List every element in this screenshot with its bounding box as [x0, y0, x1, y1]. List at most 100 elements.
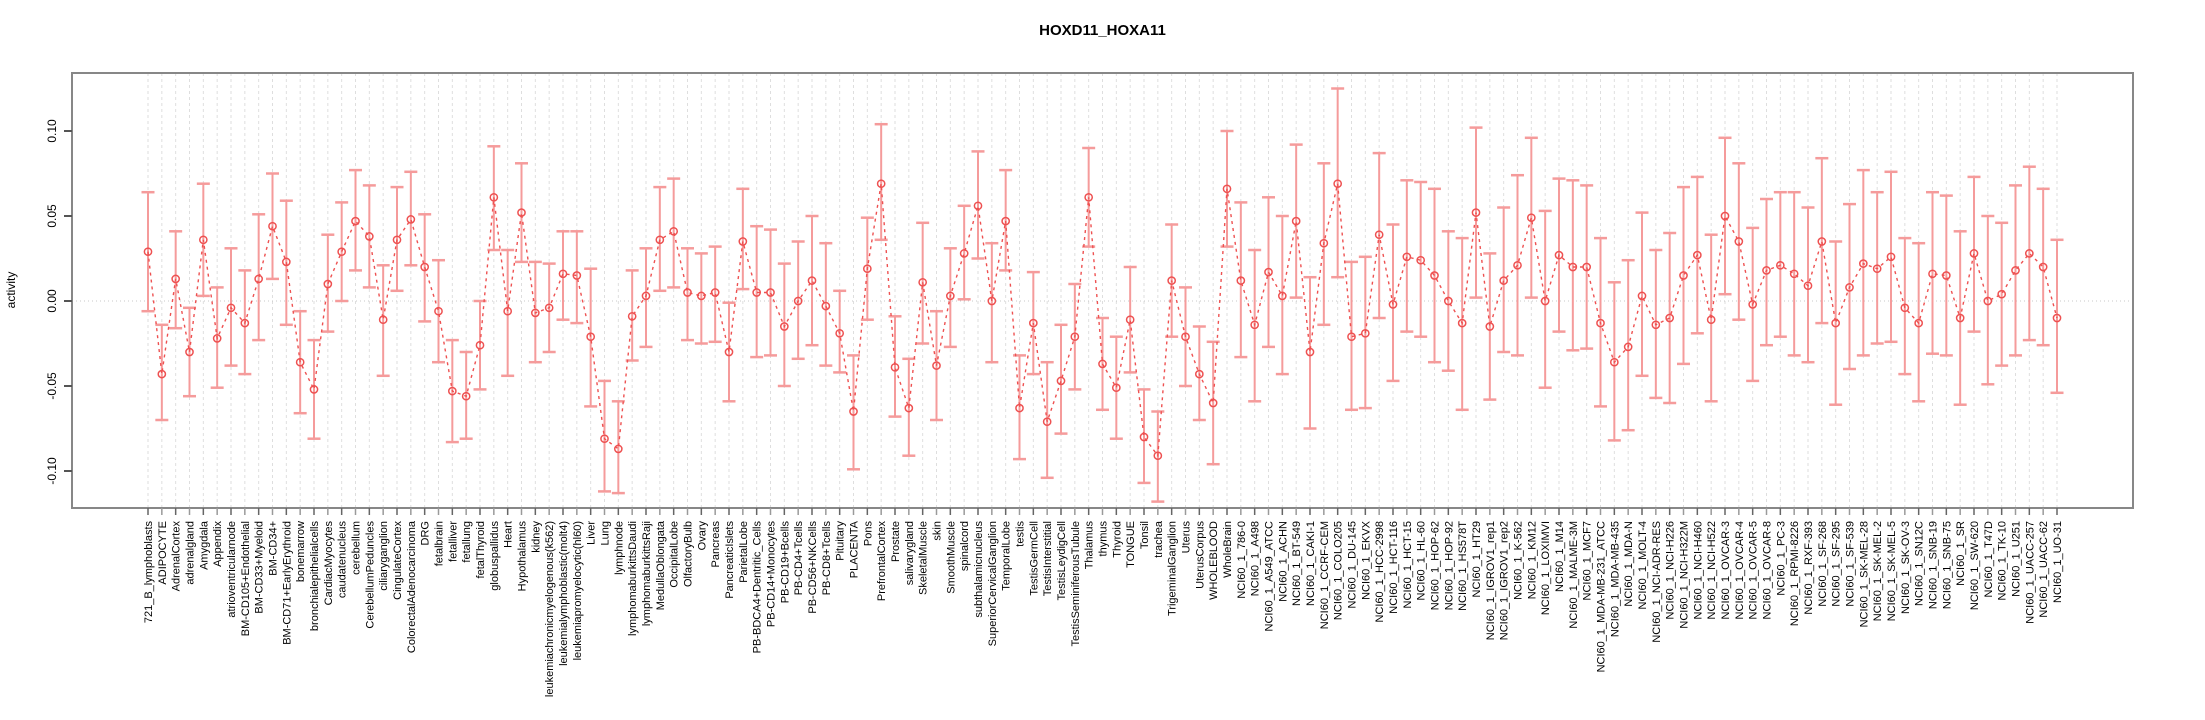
data-point	[1471, 208, 1481, 217]
x-tick-label: NCI60_1_RXF-393	[1803, 521, 1815, 615]
data-point	[849, 407, 858, 416]
x-tick-label: TONGUE	[1125, 521, 1137, 568]
x-tick-label: WholeBrain	[1222, 521, 1234, 578]
data-point	[613, 444, 623, 454]
data-point	[973, 201, 983, 211]
x-tick-label: NCI60_1_NCI-H460	[1692, 521, 1704, 619]
x-tick-label: NCI60_1_OVCAR-5	[1748, 521, 1760, 619]
x-tick-label: NCI60_1_MDA-MB-435	[1609, 521, 1621, 637]
x-tick-label: NCI60_1_SR	[1955, 521, 1967, 586]
x-tick-label: NCI60_1_SK-MEL-5	[1886, 521, 1898, 621]
x-tick-label: PB-CD14+Monocytes	[766, 521, 778, 628]
data-point	[1969, 249, 1979, 258]
data-point	[1291, 216, 1301, 226]
data-point	[641, 291, 651, 301]
x-tick-label: NCI60_1_HCT-116	[1388, 521, 1400, 614]
x-tick-label: NCI60_1_UACC-257	[2024, 521, 2036, 624]
x-tick-label: fetalThyroid	[475, 521, 487, 578]
x-tick-label: NCI60_1_SF-295	[1831, 521, 1843, 607]
data-point	[1319, 238, 1329, 248]
data-point	[337, 247, 347, 257]
x-tick-label: NCI60_1_OVCAR-3	[1720, 521, 1732, 619]
x-tick-label: adrenalgland	[185, 521, 197, 585]
data-point	[1028, 318, 1038, 328]
x-tick-label: BM-CD71+EarlyErythroid	[281, 521, 293, 645]
x-tick-label: NCI60_1_PC-3	[1775, 521, 1787, 596]
x-tick-label: DRG	[420, 521, 432, 545]
x-tick-label: NCI60_1_MCF7	[1582, 521, 1594, 600]
x-tick-label: Prostate	[890, 521, 902, 562]
x-tick-label: NCI60_1_SNB-19	[1928, 521, 1940, 609]
x-tick-label: NCI60_1_SF-539	[1845, 521, 1857, 607]
x-tick-label: NCI60_1_ACHN	[1277, 521, 1289, 602]
x-tick-label: PB-CD19+Bcells	[779, 521, 791, 604]
data-point	[1554, 250, 1564, 260]
x-tick-label: Amygdala	[198, 520, 210, 570]
x-tick-label: trachea	[1153, 520, 1165, 558]
x-tick-label: leukemiachronicmyelogenous(k562)	[544, 521, 556, 697]
data-point	[1513, 260, 1522, 270]
data-point	[1125, 315, 1135, 325]
x-tick-label: NCI60_1_EKVX	[1360, 520, 1372, 600]
data-point	[198, 235, 208, 245]
data-point	[351, 216, 360, 226]
x-tick-label: NCI60_1_UACC-62	[2038, 521, 2050, 618]
data-point	[1679, 271, 1688, 280]
x-tick-label: TestisGermCell	[1028, 521, 1040, 596]
x-tick-label: Tonsil	[1139, 521, 1151, 549]
data-point	[1250, 320, 1260, 330]
data-point	[2011, 266, 2020, 275]
x-tick-label: NCI60_1_KM12	[1526, 521, 1538, 599]
x-tick-label: fetallung	[461, 521, 473, 563]
data-point	[268, 221, 277, 231]
data-point	[212, 334, 222, 343]
x-tick-label: lymphomaburkittsRaji	[641, 521, 653, 626]
x-tick-label: NCI60_1_NCI-H522	[1706, 521, 1718, 619]
data-point	[1540, 296, 1550, 306]
data-point	[600, 434, 609, 444]
data-point	[1305, 347, 1315, 357]
x-tick-label: NCI60_1_MALME-3M	[1568, 521, 1580, 629]
data-point	[544, 303, 554, 313]
data-point	[1153, 451, 1163, 461]
data-point	[1194, 369, 1204, 379]
data-point	[1886, 252, 1896, 262]
x-tick-label: fetalliver	[447, 521, 459, 562]
data-point	[779, 322, 789, 331]
y-tick-label: -0.05	[45, 372, 59, 400]
x-tick-label: NCI60_1_SNB-75	[1941, 521, 1953, 609]
x-tick-label: NCI60_1_SN12C	[1914, 521, 1926, 606]
data-point	[987, 296, 997, 306]
x-tick-label: CardiacMyocytes	[323, 521, 335, 606]
x-tick-label: NCI60_1_OVCAR-4	[1734, 521, 1746, 619]
x-tick-label: NCI60_1_CAKI-1	[1305, 521, 1317, 606]
x-tick-label: Appendix	[212, 521, 224, 567]
data-point	[447, 386, 457, 396]
x-tick-label: CerebellumPeduncles	[364, 521, 376, 629]
data-point	[1651, 320, 1661, 330]
data-point	[1941, 271, 1951, 280]
data-point	[530, 308, 540, 318]
data-point	[1347, 332, 1356, 342]
x-tick-label: Hypothalamus	[517, 521, 529, 592]
x-tick-label: NCI60_1_IGROV1_rep1	[1485, 521, 1497, 640]
chart-title: HOXD11_HOXA11	[1039, 22, 1166, 39]
x-tick-label: Lung	[600, 521, 612, 545]
x-tick-label: BM-CD105+Endothelial	[240, 521, 252, 636]
data-point	[1208, 398, 1218, 408]
data-point	[171, 274, 181, 284]
data-point	[1139, 432, 1149, 442]
x-tick-label: NCI60_1_MOLT-4	[1637, 521, 1649, 609]
x-tick-label: SmoothMuscle	[945, 521, 957, 594]
data-point	[254, 274, 264, 284]
x-tick-label: NCI60_1_SK-OV-3	[1900, 521, 1912, 614]
data-point	[1789, 269, 1799, 279]
data-point	[434, 306, 443, 316]
x-tick-label: cerebellum	[351, 521, 363, 575]
data-point	[918, 277, 928, 287]
x-tick-label: NCI60_1_U251	[2011, 521, 2023, 597]
x-tick-label: NCI60_1_HOP-92	[1443, 521, 1455, 610]
data-point	[932, 361, 941, 370]
data-point	[1997, 289, 2007, 299]
data-point	[1167, 276, 1177, 285]
